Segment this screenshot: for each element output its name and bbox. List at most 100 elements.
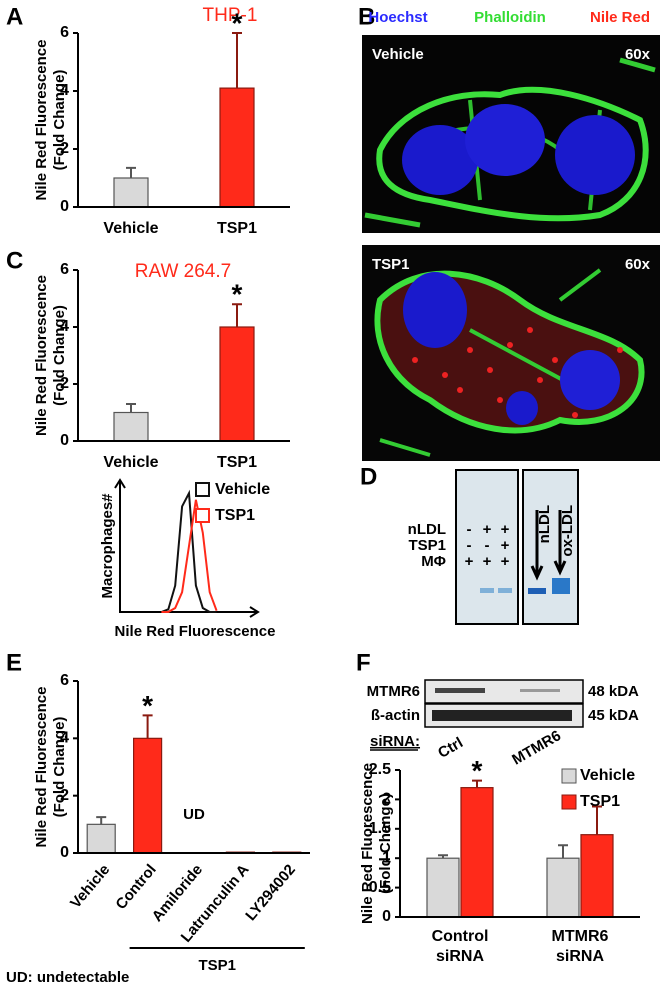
x-tick-label: Vehicle <box>67 861 113 912</box>
y-tick-label: 0.5 <box>369 879 391 896</box>
micrograph-vehicle <box>362 35 660 233</box>
bar <box>546 857 580 918</box>
sign: - <box>485 537 490 554</box>
histogram-curve <box>161 499 218 613</box>
bar <box>219 326 255 442</box>
y-axis-label: (Fold Change) <box>51 305 68 406</box>
bar <box>219 87 255 208</box>
legend-label: Vehicle <box>215 481 270 498</box>
lane-label: MTMR6 <box>509 727 564 768</box>
y-tick-label: 0 <box>60 432 69 449</box>
y-tick-label: 6 <box>60 672 69 689</box>
row-label: TSP1 <box>408 537 446 554</box>
blot-size: 48 kDA <box>588 683 639 700</box>
y-axis-label: Nile Red Fluorescence <box>33 40 50 201</box>
gel-image <box>455 469 579 625</box>
y-tick-label: 6 <box>60 24 69 41</box>
x-tick-label: TSP1 <box>217 220 257 237</box>
error-bar <box>126 402 136 413</box>
x-tick-label: MTMR6 <box>552 928 609 945</box>
y-tick-label: 0 <box>60 844 69 861</box>
row-label: nLDL <box>408 521 446 538</box>
x-tick-label: Vehicle <box>103 220 158 237</box>
y-tick-label: 1 <box>382 849 391 866</box>
bar <box>133 737 163 854</box>
y-axis-label: Nile Red Fluorescence <box>33 275 50 436</box>
magnification: 60x <box>625 46 651 63</box>
sign: + <box>501 537 510 554</box>
y-tick-label: 6 <box>60 261 69 278</box>
sign: + <box>483 521 492 538</box>
sign: - <box>467 537 472 554</box>
bar <box>460 787 494 918</box>
panel-label: F <box>356 649 371 676</box>
error-bar <box>142 714 153 739</box>
y-tick-label: 2 <box>60 787 69 804</box>
y-axis-label: Nile Red Fluorescence <box>33 687 50 848</box>
x-tick-label: LY294002 <box>242 861 299 924</box>
group-label: TSP1 <box>198 957 236 974</box>
western-blot <box>424 679 584 728</box>
bar <box>86 823 116 854</box>
panel-label: A <box>6 3 23 30</box>
magnification: 60x <box>625 256 651 273</box>
y-axis-label: (Fold Change) <box>51 70 68 171</box>
error-bar <box>232 32 242 89</box>
chart-title: RAW 264.7 <box>135 261 231 282</box>
sign: - <box>467 521 472 538</box>
y-tick-label: 4 <box>60 730 69 747</box>
legend-swatch <box>561 768 577 784</box>
legend-swatch <box>561 794 577 810</box>
axis <box>399 770 640 918</box>
x-tick-label: siRNA <box>556 948 604 965</box>
channel-label: Phalloidin <box>474 9 546 26</box>
y-tick-label: 2 <box>382 791 391 808</box>
x-tick-label: TSP1 <box>217 454 257 471</box>
histogram-curve <box>161 489 217 613</box>
panel-label: D <box>360 463 377 490</box>
micrograph-tsp1 <box>362 245 660 461</box>
image-label: Vehicle <box>372 46 424 63</box>
significance-marker: * <box>232 7 243 38</box>
marker-label: ox-LDL <box>559 505 576 557</box>
blot-size: 45 kDA <box>588 707 639 724</box>
legend-label: TSP1 <box>215 507 255 524</box>
bar <box>426 857 460 918</box>
sign: + <box>501 521 510 538</box>
error-bar <box>126 166 136 178</box>
axis <box>77 270 290 442</box>
panel-label: E <box>6 649 22 676</box>
error-bar <box>232 303 242 327</box>
x-tick-label: Control <box>432 928 489 945</box>
panel-label: B <box>358 3 375 30</box>
y-axis-label: Nile Red Fluorescence <box>359 763 376 924</box>
significance-marker: * <box>142 690 153 721</box>
y-tick-label: 1.5 <box>369 820 391 837</box>
legend-label: Vehicle <box>580 767 635 784</box>
y-tick-label: 2 <box>60 140 69 157</box>
marker-label: nLDL <box>536 505 553 543</box>
y-tick-label: 4 <box>60 82 69 99</box>
x-tick-label: Vehicle <box>103 454 158 471</box>
sign: + <box>501 553 510 570</box>
error-bar <box>96 816 107 825</box>
panel-label: C <box>6 247 23 274</box>
row-label: MΦ <box>421 553 446 570</box>
footnote: UD: undetectable <box>6 969 129 986</box>
blot-label: ß-actin <box>371 707 420 724</box>
bar <box>580 834 614 918</box>
error-bar <box>592 805 602 835</box>
significance-marker: * <box>232 279 243 310</box>
y-tick-label: 2 <box>60 375 69 392</box>
sign: + <box>483 553 492 570</box>
error-bar <box>472 779 482 788</box>
x-tick-label: siRNA <box>436 948 484 965</box>
error-bar <box>438 854 448 859</box>
y-axis-label: (Fold Change) <box>377 793 394 894</box>
annotation: UD <box>183 806 205 823</box>
lane-title: siRNA: <box>370 733 420 750</box>
bar <box>113 177 149 208</box>
axis <box>77 681 310 854</box>
